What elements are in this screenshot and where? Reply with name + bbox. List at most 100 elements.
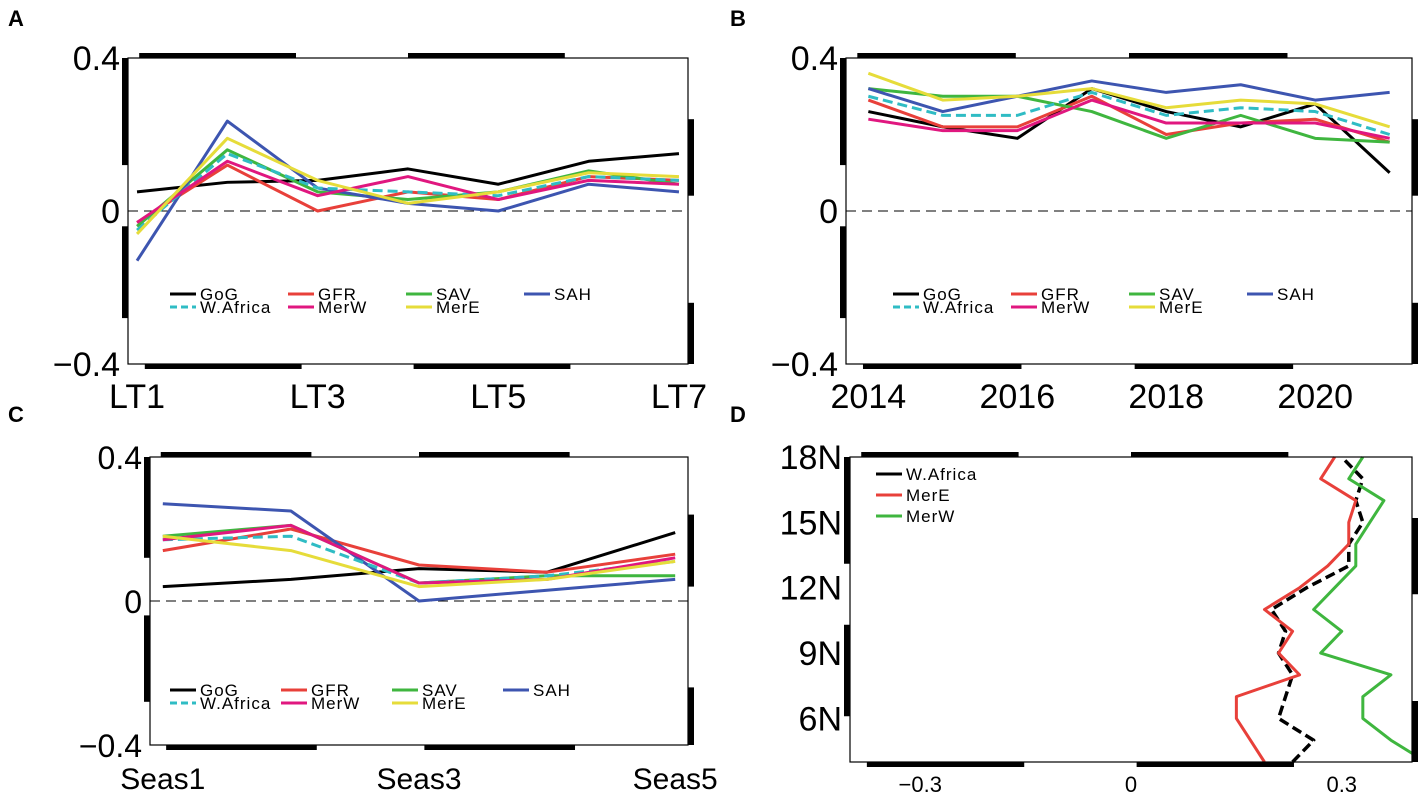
x-tick-label: LT5 bbox=[470, 378, 526, 416]
bottom-axis-bar bbox=[413, 364, 571, 369]
series-line-wafrica bbox=[867, 90, 1391, 136]
legend-label-merw: MerW bbox=[311, 694, 360, 713]
series-line-merw bbox=[868, 98, 1390, 140]
panel-b-frame bbox=[840, 53, 1418, 369]
y-tick-label: −0.4 bbox=[771, 346, 838, 384]
left-axis-bar bbox=[840, 226, 846, 319]
legend-label-sav: SAV bbox=[436, 285, 472, 304]
panel-c-frame bbox=[144, 452, 694, 750]
panel-a-frame bbox=[122, 53, 694, 369]
panel-d: D 18N 15N 12N 9N 6N −0.3 0 0.3 bbox=[730, 402, 1418, 796]
legend-label-sah: SAH bbox=[1277, 285, 1315, 304]
x-tick-label: 2020 bbox=[1277, 378, 1353, 416]
right-axis-bar bbox=[688, 687, 694, 745]
x-tick-label: Seas3 bbox=[376, 763, 461, 796]
series-line-mere bbox=[1234, 456, 1358, 763]
y-tick-label: 9N bbox=[799, 635, 842, 673]
legend-label-gfr: GFR bbox=[318, 285, 357, 304]
legend-label-sav: SAV bbox=[422, 681, 458, 700]
right-axis-bar bbox=[1412, 701, 1418, 762]
x-tick-label: LT1 bbox=[109, 378, 165, 416]
right-axis-bar bbox=[688, 119, 694, 196]
left-axis-bar bbox=[144, 457, 150, 558]
panel-b-legend: GoG GFR SAV SAH W.Africa MerW MerE bbox=[893, 285, 1315, 317]
right-axis-bar bbox=[1412, 302, 1418, 364]
left-axis-bar bbox=[840, 58, 846, 166]
x-tick-label: 0.3 bbox=[1326, 772, 1357, 796]
series-line-sah bbox=[867, 79, 1390, 114]
left-axis-bar bbox=[122, 58, 128, 166]
panel-letter: C bbox=[8, 402, 24, 427]
y-tick-label: 0.4 bbox=[73, 40, 120, 78]
series-line-gog bbox=[162, 531, 676, 589]
top-axis-bar bbox=[1129, 53, 1288, 58]
series-line-gog bbox=[136, 152, 680, 194]
legend-label-mere: MerE bbox=[436, 298, 481, 317]
legend-label-wafrica: W.Africa bbox=[906, 465, 977, 484]
right-axis-bar bbox=[688, 514, 694, 587]
panel-c-legend: GoG GFR SAV SAH W.Africa MerW MerE bbox=[170, 681, 571, 713]
y-tick-label: 0 bbox=[124, 584, 142, 620]
legend-label-gfr: GFR bbox=[1041, 285, 1080, 304]
series-line-sav bbox=[162, 523, 676, 585]
top-axis-bar bbox=[857, 53, 1016, 58]
y-tick-label: 15N bbox=[780, 504, 842, 542]
legend-label-merw: MerW bbox=[906, 507, 955, 526]
y-tick-label: 6N bbox=[799, 700, 842, 738]
bottom-axis-bar bbox=[1134, 364, 1294, 369]
y-tick-label: −0.4 bbox=[53, 346, 120, 384]
panel-letter: A bbox=[8, 6, 24, 31]
series-line-wafrica bbox=[1269, 455, 1365, 764]
y-tick-label: 18N bbox=[780, 439, 842, 477]
series-line-mere bbox=[135, 136, 680, 235]
legend-label-mere: MerE bbox=[422, 694, 467, 713]
series-line-merw bbox=[136, 159, 680, 224]
right-axis-bar bbox=[688, 302, 694, 364]
panel-letter: D bbox=[730, 402, 746, 427]
series-line-mere bbox=[162, 534, 676, 589]
series-line-gfr bbox=[162, 527, 676, 574]
bottom-axis-bar bbox=[144, 364, 302, 369]
x-tick-label: −0.3 bbox=[899, 772, 942, 796]
x-tick-label: LT3 bbox=[290, 378, 346, 416]
left-axis-bar bbox=[122, 226, 128, 319]
legend-label-gog: GoG bbox=[200, 681, 239, 700]
series-line-wafrica bbox=[136, 152, 680, 232]
x-tick-label: 2016 bbox=[979, 378, 1055, 416]
panel-a-legend: GoG GFR SAV SAH W.Africa MerW MerE bbox=[170, 285, 591, 317]
panel-d-frame bbox=[844, 452, 1418, 767]
legend-label-mere: MerE bbox=[906, 486, 951, 505]
left-axis-bar bbox=[844, 624, 850, 717]
y-tick-label: 12N bbox=[780, 570, 842, 608]
legend-label-gog: GoG bbox=[200, 285, 239, 304]
legend-label-merw: MerW bbox=[1041, 298, 1090, 317]
series-line-mere bbox=[867, 71, 1391, 129]
right-axis-bar bbox=[1412, 119, 1418, 196]
x-tick-label: 2014 bbox=[831, 378, 907, 416]
panel-d-legend: W.Africa MerE MerW bbox=[876, 465, 977, 526]
legend-label-sah: SAH bbox=[533, 681, 571, 700]
series-line-merw bbox=[1312, 456, 1418, 759]
y-tick-label: 0.4 bbox=[98, 440, 142, 476]
top-axis-bar bbox=[408, 53, 565, 58]
left-axis-bar bbox=[144, 615, 150, 702]
series-line-sav bbox=[868, 87, 1390, 144]
series-line-sav bbox=[136, 148, 680, 228]
left-axis-bar bbox=[844, 457, 850, 564]
legend-label-wafrica: W.Africa bbox=[923, 298, 994, 317]
legend-label-wafrica: W.Africa bbox=[200, 298, 271, 317]
top-axis-bar bbox=[1131, 452, 1289, 457]
top-axis-bar bbox=[419, 452, 570, 457]
x-tick-label: 0 bbox=[1125, 772, 1137, 796]
bottom-axis-bar bbox=[862, 364, 1022, 369]
y-tick-label: 0 bbox=[101, 193, 120, 231]
bottom-axis-bar bbox=[424, 745, 576, 750]
y-tick-label: −0.4 bbox=[79, 728, 142, 764]
y-tick-label: 0 bbox=[819, 193, 838, 231]
bottom-axis-bar bbox=[1136, 762, 1294, 767]
series-line-gog bbox=[868, 87, 1391, 174]
